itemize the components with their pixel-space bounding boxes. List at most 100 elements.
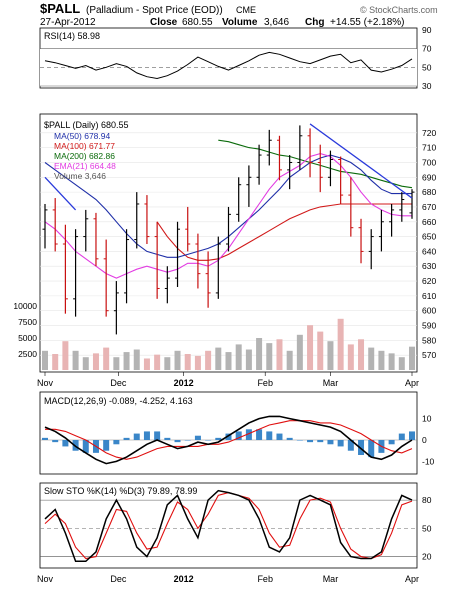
price-tick-label: 600 (422, 306, 436, 316)
price-legend: $PALL (Daily) 680.55 MA(50) 678.94 MA(10… (44, 120, 129, 181)
volume-tick-label: 5000 (18, 333, 37, 343)
macd-frame (39, 391, 418, 475)
volume-bar (398, 357, 405, 370)
x-axis-label: Feb (257, 574, 273, 584)
rsi-title: RSI(14) 58.98 (44, 31, 100, 41)
macd-tick-label: 10 (422, 414, 432, 424)
macd-histogram-bar (133, 433, 140, 440)
macd-panel: MACD(12,26,9) -0.089, -4.252, 4.163 10 0 -… (39, 391, 435, 475)
symbol: $PALL (40, 1, 80, 16)
price-tick-label: 620 (422, 276, 436, 286)
x-axis-label: 2012 (174, 378, 194, 388)
date: 27-Apr-2012 (40, 17, 96, 28)
volume-bar (296, 334, 303, 370)
volume-bar (225, 352, 232, 370)
volume-bar (174, 350, 181, 370)
macd-histogram-bar (358, 440, 365, 455)
volume-label: Volume (222, 17, 258, 28)
macd-histogram-bar (347, 440, 354, 451)
sto-frame (39, 482, 418, 569)
x-axis-label: Dec (110, 574, 127, 584)
volume-bar (82, 357, 89, 370)
legend-ema21: EMA(21) 664.48 (54, 161, 116, 171)
macd-histogram-bar (317, 440, 324, 443)
x-axis-label: Mar (323, 378, 339, 388)
volume-tick-label: 7500 (18, 317, 37, 327)
volume-bar (143, 358, 150, 370)
x-axis-label: Dec (110, 378, 127, 388)
macd-histogram-bar (62, 440, 69, 447)
sto-tick-label: 20 (422, 552, 432, 562)
volume-bar (256, 338, 263, 370)
volume-bar (92, 353, 99, 370)
macd-histogram-bar (286, 437, 293, 440)
volume-bar (113, 357, 120, 370)
macd-histogram-bar (103, 440, 110, 451)
rsi-tick-label: 70 (422, 44, 432, 54)
volume-tick-label: 2500 (18, 349, 37, 359)
macd-histogram-bar (154, 431, 161, 440)
x-axis-label: Apr (405, 378, 419, 388)
x-axis-label: Feb (257, 378, 273, 388)
macd-histogram-bar (235, 431, 242, 440)
volume-bar (378, 350, 385, 370)
volume-bar (154, 354, 161, 370)
price-tick-label: 650 (422, 232, 436, 242)
volume-bar (123, 352, 130, 370)
macd-histogram-bar (184, 440, 191, 441)
volume-bar (245, 349, 252, 370)
volume-bar (205, 350, 212, 370)
x-axis-label: Nov (37, 574, 54, 584)
rsi-panel: RSI(14) 58.98 90 70 50 30 (39, 25, 432, 91)
rsi-band (40, 48, 417, 86)
legend-volume: Volume 3,646 (54, 171, 106, 181)
volume-bar (307, 325, 314, 370)
exchange: CME (236, 5, 256, 15)
macd-histogram-bar (368, 440, 375, 458)
watermark: © StockCharts.com (360, 5, 438, 15)
close-value: 680.55 (182, 17, 213, 28)
macd-tick-label: 0 (422, 435, 427, 445)
macd-title: MACD(12,26,9) -0.089, -4.252, 4.163 (44, 396, 193, 406)
macd-histogram-bar (82, 440, 89, 453)
volume-bar (276, 339, 283, 370)
macd-histogram-bar (307, 440, 314, 443)
volume-bar (368, 347, 375, 370)
macd-histogram-bar (409, 431, 415, 440)
ma200-line (218, 139, 413, 189)
price-tick-label: 630 (422, 261, 436, 271)
macd-histogram-bar (194, 435, 201, 440)
volume-bar (286, 350, 293, 370)
rsi-tick-label: 50 (422, 62, 432, 72)
sto-tick-label: 50 (422, 523, 432, 533)
x-axis-label: Nov (37, 378, 54, 388)
price-tick-label: 680 (422, 187, 436, 197)
ma100-line (156, 203, 412, 261)
volume-bar (72, 350, 79, 370)
volume-bar (235, 344, 242, 370)
macd-histogram-bar (296, 440, 303, 441)
volume-value: 3,646 (264, 17, 289, 28)
macd-histogram-bar (42, 437, 48, 440)
macd-histogram-bar (266, 431, 273, 440)
volume-bar (266, 343, 273, 370)
sto-panel: Slow STO %K(14) %D(3) 79.89, 78.99 80 50 2… (37, 482, 432, 584)
price-tick-label: 610 (422, 291, 436, 301)
rsi-tick-label: 90 (422, 25, 432, 35)
price-tick-label: 590 (422, 321, 436, 331)
macd-histogram-bar (337, 440, 344, 447)
macd-histogram-bar (398, 433, 405, 440)
macd-histogram-bar (205, 440, 212, 441)
x-axis-label: Apr (405, 574, 419, 584)
trendline-upper (309, 123, 413, 199)
volume-bar (347, 344, 354, 370)
rsi-tick-label: 30 (422, 81, 432, 91)
volume-bar (409, 346, 415, 370)
volume-bar (62, 341, 69, 370)
legend-ma200: MA(200) 682.86 (54, 151, 115, 161)
chg-value: +14.55 (+2.18%) (330, 17, 405, 28)
description: (Palladium - Spot Price (EOD)) (86, 5, 223, 16)
volume-tick-label: 10000 (13, 301, 37, 311)
macd-histogram-bar (164, 437, 171, 440)
macd-tick-label: -10 (422, 456, 435, 466)
